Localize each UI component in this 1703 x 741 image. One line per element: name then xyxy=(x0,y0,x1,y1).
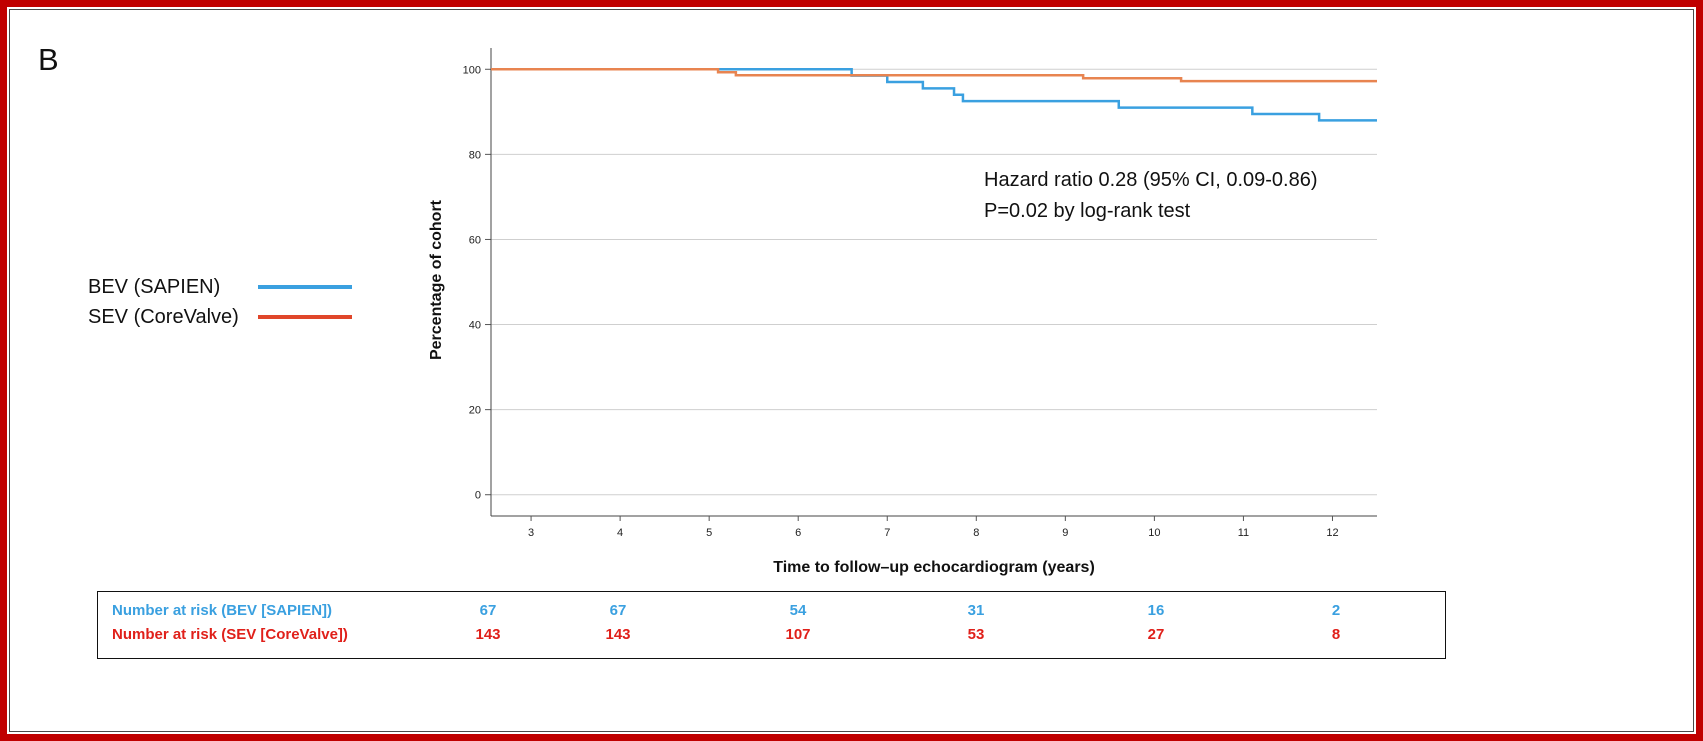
y-tick-label: 100 xyxy=(463,64,481,76)
legend-swatch xyxy=(258,315,352,319)
x-tick-label: 11 xyxy=(1238,527,1249,539)
chart-annotation: Hazard ratio 0.28 (95% CI, 0.09-0.86) xyxy=(984,169,1318,191)
risk-value: 27 xyxy=(1147,626,1165,643)
risk-value: 16 xyxy=(1147,602,1165,619)
risk-row-sev: Number at risk (SEV [CoreValve]) 143 143 1… xyxy=(98,624,1447,646)
y-tick-label: 0 xyxy=(475,490,481,502)
risk-value: 67 xyxy=(609,602,627,619)
x-tick-label: 5 xyxy=(706,527,712,539)
series-line-sev xyxy=(491,68,1377,83)
legend-swatch xyxy=(258,285,352,289)
x-tick-label: 7 xyxy=(884,527,890,539)
risk-value: 8 xyxy=(1331,626,1341,643)
x-tick-label: 12 xyxy=(1326,527,1338,539)
risk-value: 143 xyxy=(605,626,631,643)
legend-label: SEV (CoreValve) xyxy=(88,306,239,328)
y-tick-label: 60 xyxy=(469,234,481,246)
risk-row-bev: Number at risk (BEV [SAPIEN]) 67 67 54 31 16… xyxy=(98,600,1447,622)
legend: BEV (SAPIEN) SEV (CoreValve) xyxy=(88,272,352,332)
x-axis-label: Time to follow–up echocardiogram (years) xyxy=(773,559,1095,576)
number-at-risk-table: Number at risk (BEV [SAPIEN]) 67 67 54 31 16… xyxy=(97,591,1446,659)
risk-row-label: Number at risk (SEV [CoreValve]) xyxy=(112,626,348,643)
x-tick-label: 4 xyxy=(617,527,623,539)
risk-value: 67 xyxy=(479,602,497,619)
chart-annotation: P=0.02 by log-rank test xyxy=(984,200,1191,222)
x-tick-label: 9 xyxy=(1062,527,1068,539)
x-tick-label: 3 xyxy=(528,527,534,539)
risk-value: 53 xyxy=(967,626,985,643)
y-tick-label: 40 xyxy=(469,320,481,332)
risk-value: 31 xyxy=(967,602,985,619)
x-tick-label: 10 xyxy=(1148,527,1160,539)
legend-label: BEV (SAPIEN) xyxy=(88,276,221,298)
x-tick-label: 6 xyxy=(795,527,801,539)
figure-panel xyxy=(9,9,1694,732)
y-tick-label: 80 xyxy=(469,149,481,161)
risk-row-label: Number at risk (BEV [SAPIEN]) xyxy=(112,602,333,619)
series-line-bev xyxy=(491,68,1377,122)
y-tick-label: 20 xyxy=(469,405,481,417)
risk-value: 54 xyxy=(789,602,807,619)
panel-label: B xyxy=(38,42,59,77)
x-tick-label: 8 xyxy=(973,527,979,539)
legend-item-bev: BEV (SAPIEN) xyxy=(88,272,352,302)
risk-value: 143 xyxy=(475,626,501,643)
risk-value: 107 xyxy=(785,626,811,643)
risk-value: 2 xyxy=(1331,602,1341,619)
y-axis-label: Percentage of cohort xyxy=(428,199,445,360)
legend-item-sev: SEV (CoreValve) xyxy=(88,302,352,332)
